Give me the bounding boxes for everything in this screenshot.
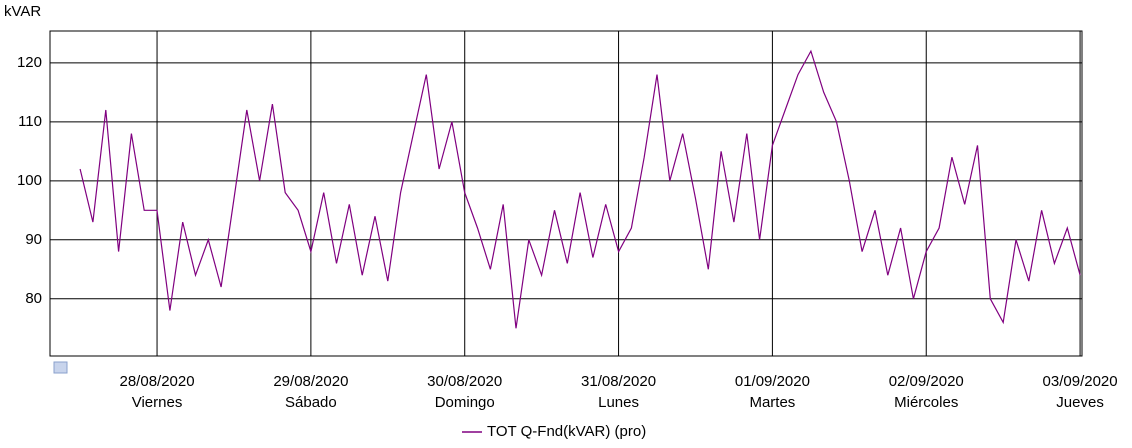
y-tick-label: 110 xyxy=(18,113,42,130)
y-tick-label: 100 xyxy=(17,172,42,189)
x-tick-label: 03/09/2020 xyxy=(1043,373,1118,390)
x-tick-label: 01/09/2020 xyxy=(735,373,810,390)
x-tick-label: Domingo xyxy=(435,394,495,411)
x-tick-label: 31/08/2020 xyxy=(581,373,656,390)
x-tick-label: Viernes xyxy=(132,394,183,411)
y-tick-label: 90 xyxy=(25,231,42,248)
x-tick-label: 30/08/2020 xyxy=(427,373,502,390)
data-line xyxy=(79,49,1081,329)
y-tick-label: 80 xyxy=(25,290,42,307)
x-tick-label: 29/08/2020 xyxy=(273,373,348,390)
y-tick-label: 120 xyxy=(17,54,42,71)
x-tick-label: 28/08/2020 xyxy=(120,373,195,390)
y-axis-label: kVAR xyxy=(4,3,41,20)
x-tick-label: Miércoles xyxy=(894,394,958,411)
legend-label: TOT Q-Fnd(kVAR) (pro) xyxy=(487,423,646,440)
x-tick-label: Martes xyxy=(749,394,795,411)
x-tick-label: Lunes xyxy=(598,394,639,411)
x-tick-label: Jueves xyxy=(1056,394,1104,411)
x-tick-label: 02/09/2020 xyxy=(889,373,964,390)
plot-frame xyxy=(49,30,1083,357)
icon xyxy=(53,361,68,374)
x-tick-label: Sábado xyxy=(285,394,337,411)
